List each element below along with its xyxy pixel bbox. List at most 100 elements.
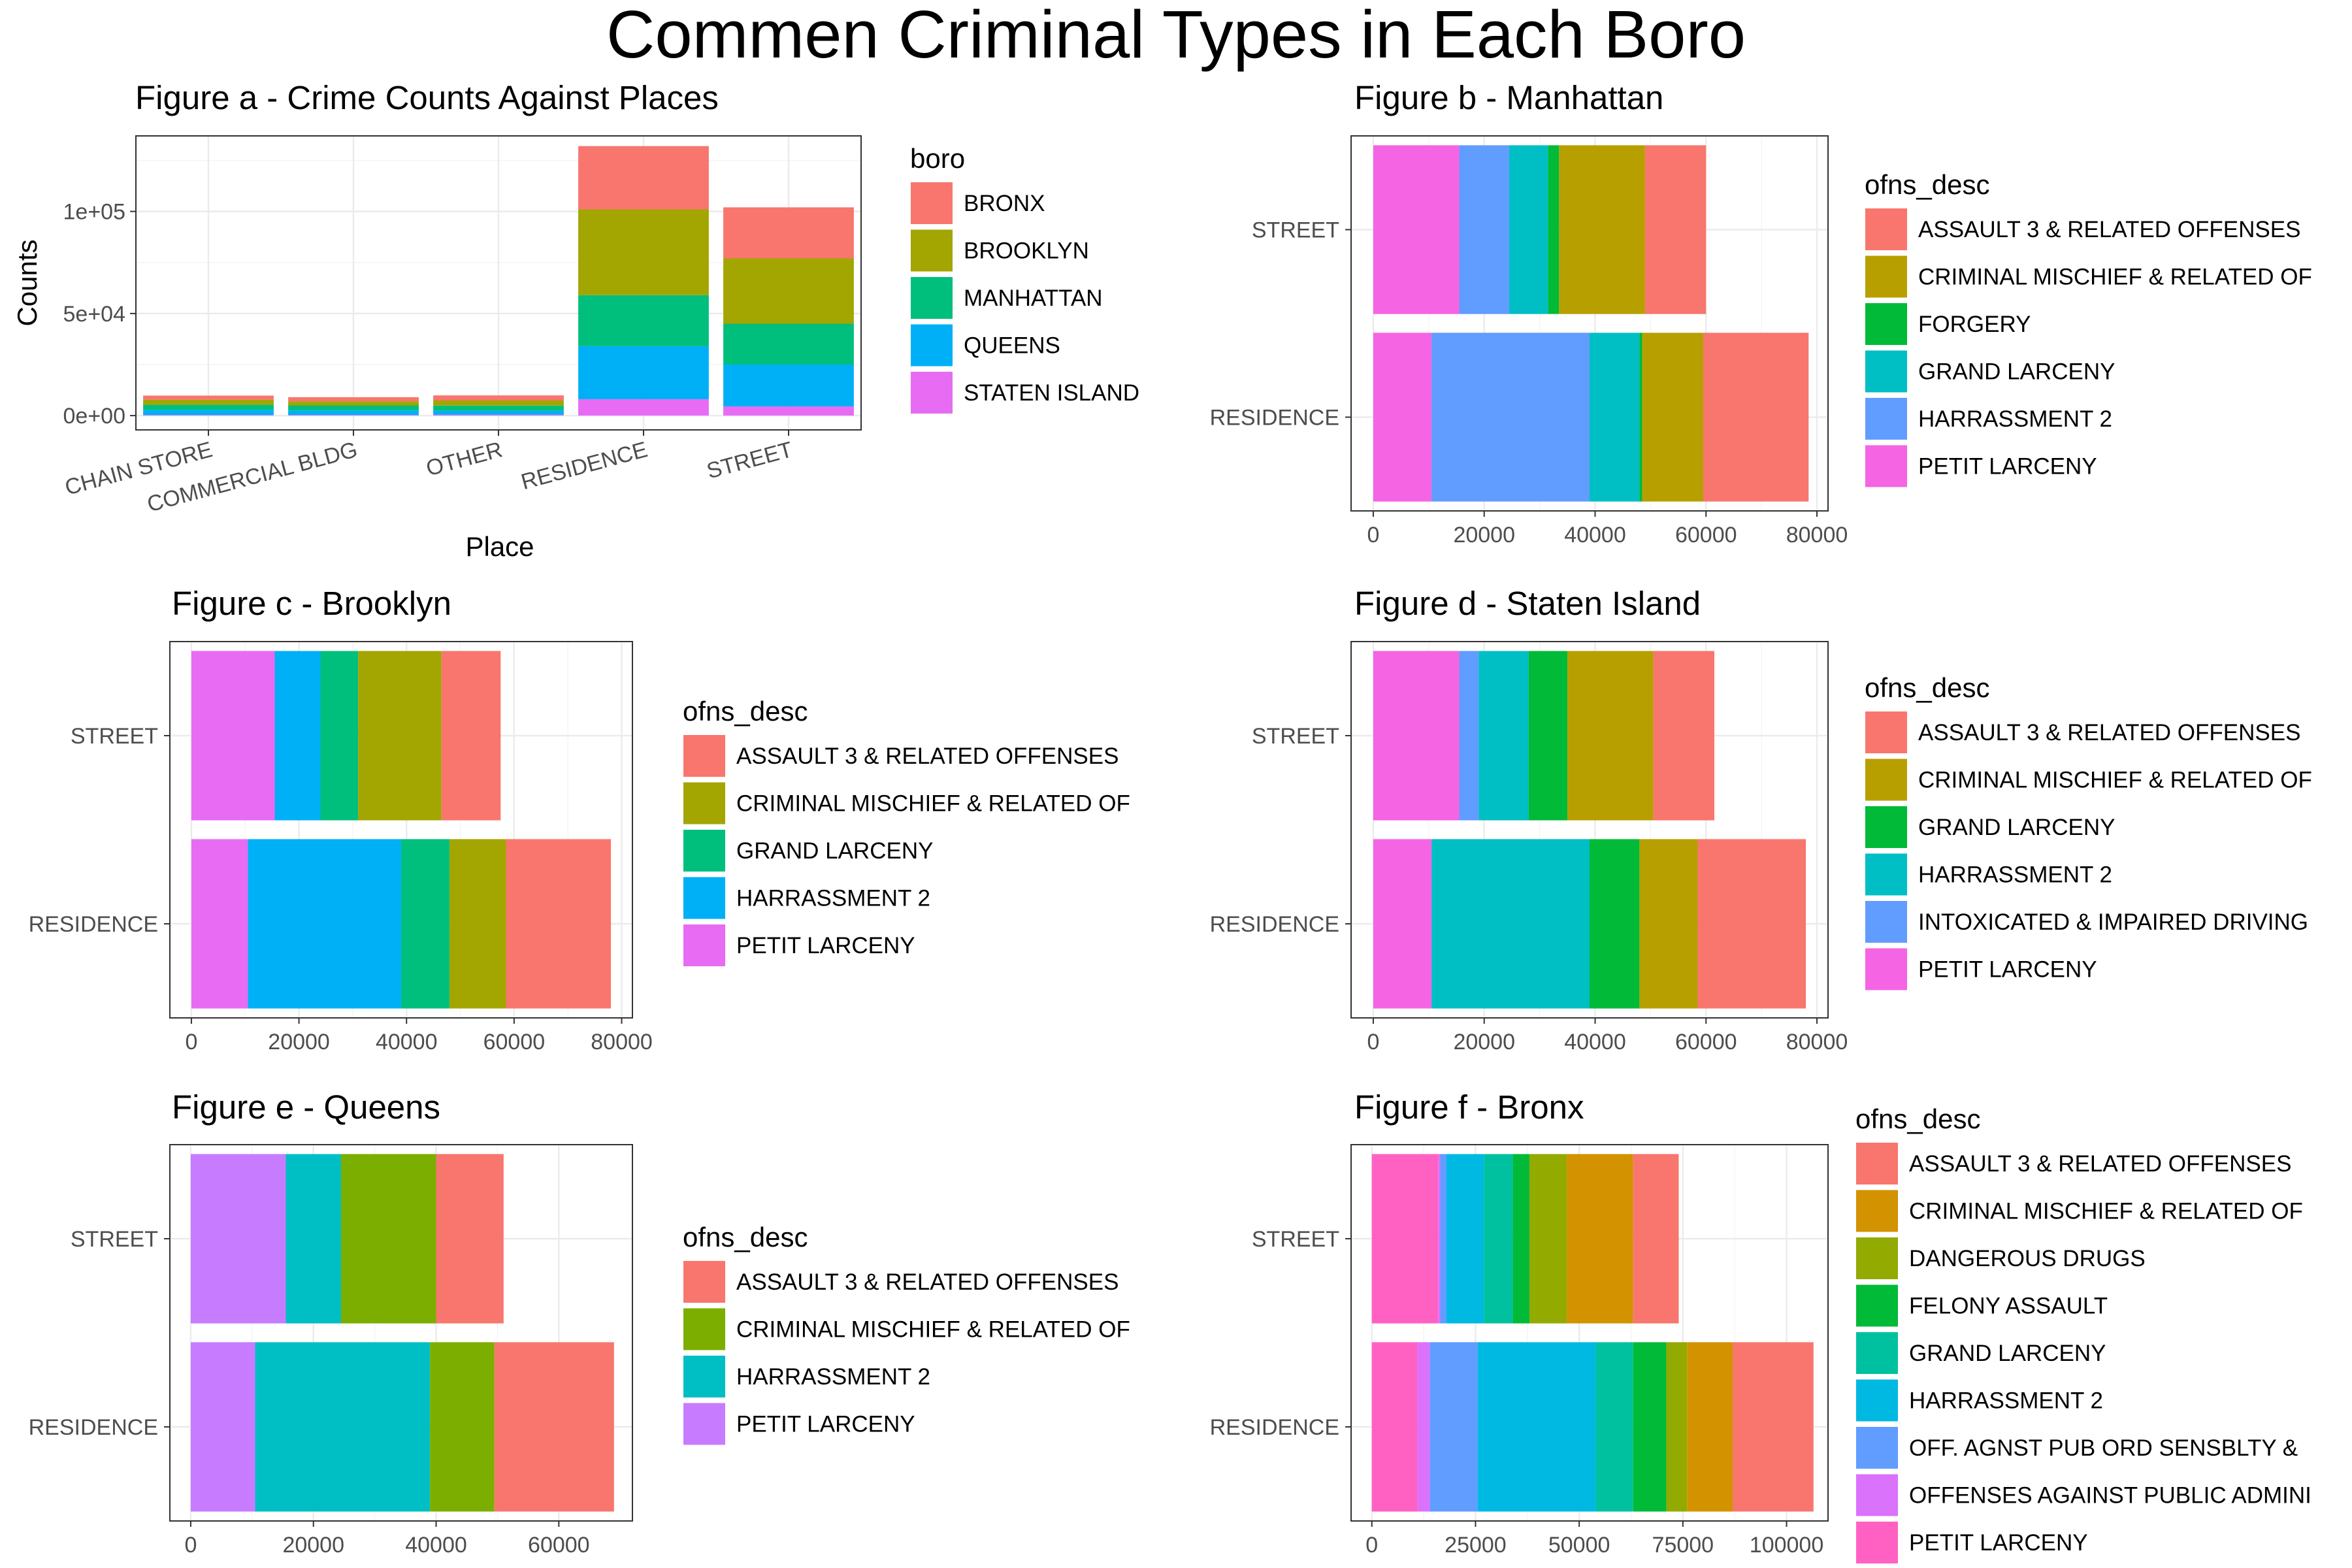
bar-harrassment-2-residence [1431,333,1590,502]
y-tick-label: RESIDENCE [1210,1415,1339,1440]
legend-key-offenses-against-public-admini [1855,1473,1899,1518]
legend-label: HARRASSMENT 2 [1909,1388,2103,1414]
legend-label: OFF. AGNST PUB ORD SENSBLTY & [1909,1435,2298,1461]
figure-title: Figure f - Bronx [1354,1088,1584,1126]
figure-b: Figure b - Manhattan STREET RESIDENCE 0 2000… [1210,79,2312,547]
plot-border [1350,641,1829,1019]
x-tick-label: 20000 [282,1533,344,1558]
y-tick-label: RESIDENCE [1210,406,1339,431]
bar-intoxicated-impaired-driving-street [1459,651,1479,821]
legend-label: DANGEROUS DRUGS [1909,1246,2146,1271]
legend-key-assault-3-related-offenses [1855,1141,1899,1186]
y-tick-label: 5e+04 [63,302,126,327]
legend-label: PETIT LARCENY [1918,454,2097,480]
legend-key-criminal-mischief-related-of [1864,757,1908,802]
bar-queens-chain-store [143,410,274,416]
figure-title: Figure d - Staten Island [1354,585,1701,622]
bar-assault-3-related-offenses-street [1633,1154,1679,1324]
legend-key-petit-larceny [682,1401,727,1446]
bar-dangerous-drugs-residence [1666,1342,1688,1512]
bar-criminal-mischief-related-of-street [340,1154,436,1324]
x-tick-label: 20000 [1453,1030,1515,1054]
legend-label: CRIMINAL MISCHIEF & RELATED OF [1918,265,2312,290]
bar-assault-3-related-offenses-street [436,1154,504,1324]
bar-criminal-mischief-related-of-residence [1687,1342,1733,1512]
y-tick-label: 0e+00 [63,404,126,429]
bar-assault-3-related-offenses-street [1653,651,1714,821]
bar-criminal-mischief-related-of-residence [1642,333,1704,502]
legend-key-brooklyn [909,228,954,273]
x-axis-title: Place [465,531,534,562]
x-tick-label: 20000 [1453,523,1515,547]
figure-title: Figure c - Brooklyn [172,585,451,622]
bar-manhattan-other [433,405,564,411]
legend-key-grand-larceny [1864,349,1908,394]
bar-harrassment-2-residence [1477,1342,1596,1512]
bar-criminal-mischief-related-of-residence [430,1342,495,1512]
bar-dangerous-drugs-street [1529,1154,1567,1324]
y-tick-label: STREET [71,1227,158,1252]
legend-key-criminal-mischief-related-of [682,781,727,826]
plot-border [169,1144,633,1522]
legend-label: BRONX [964,191,1045,216]
x-tick-label: 60000 [1675,1030,1737,1054]
y-tick-label: 1e+05 [63,200,126,225]
bar-brooklyn-residence [578,209,709,295]
bar-harrassment-2-residence [255,1342,431,1512]
legend-label: STATEN ISLAND [964,380,1139,406]
bar-petit-larceny-street [1373,145,1460,314]
plot-border [169,641,633,1019]
bar-offenses-against-public-admini-street [1438,1154,1441,1324]
legend-key-manhattan [909,276,954,320]
legend-key-staten-island [909,370,954,415]
bar-forgery-residence [1639,333,1642,502]
legend-key-assault-3-related-offenses [1864,710,1908,755]
bar-harrassment-2-street [1478,651,1529,821]
y-tick-label: STREET [1252,218,1339,243]
y-axis-title: Counts [12,239,42,326]
bar-assault-3-related-offenses-residence [494,1342,614,1512]
legend-key-harrassment-2 [682,1354,727,1399]
bar-criminal-mischief-related-of-street [1559,145,1645,314]
x-tick-label: 80000 [1786,523,1848,547]
legend-label: QUEENS [964,333,1060,359]
figure-f: Figure f - Bronx STREET RESIDENCE 0 25000 500… [1210,1088,2311,1565]
legend-title: ofns_desc [1865,672,1989,703]
bar-grand-larceny-street [320,651,359,821]
x-tick-label: 60000 [528,1533,590,1558]
legend-label: CRIMINAL MISCHIEF & RELATED OF [736,1317,1130,1343]
bar-petit-larceny-residence [191,839,248,1009]
bar-queens-commercial-bldg [288,410,419,416]
legend-key-harrassment-2 [1864,397,1908,441]
bar-offenses-against-public-admini-residence [1417,1342,1430,1512]
x-tick-label: 40000 [405,1533,467,1558]
legend-key-harrassment-2 [682,875,727,921]
bar-bronx-commercial-bldg [288,397,419,402]
x-tick-label: RESIDENCE [519,437,650,495]
bar-criminal-mischief-related-of-street [358,651,442,821]
legend-title: ofns_desc [683,1222,808,1252]
legend-label: ASSAULT 3 & RELATED OFFENSES [1909,1151,2291,1177]
y-tick-label: RESIDENCE [29,912,158,937]
x-tick-label: 0 [185,1030,197,1054]
bar-grand-larceny-residence [401,839,450,1009]
bar-petit-larceny-street [190,1154,286,1324]
bar-harrassment-2-residence [1431,839,1590,1009]
bar-petit-larceny-residence [1373,333,1432,502]
bar-staten-island-chain-store [143,415,274,416]
bar-petit-larceny-residence [190,1342,255,1512]
bar-grand-larceny-residence [1590,839,1640,1009]
legend-key-grand-larceny [1855,1331,1899,1375]
legend-label: ASSAULT 3 & RELATED OFFENSES [1918,217,2300,242]
x-tick-label: STREET [704,437,795,483]
y-tick-label: STREET [71,724,158,749]
legend-key-criminal-mischief-related-of [1855,1188,1899,1233]
bar-off-agnst-pub-ord-sensblty-residence [1429,1342,1478,1512]
legend-label: PETIT LARCENY [736,933,915,958]
legend-key-criminal-mischief-related-of [1864,254,1908,299]
bar-grand-larceny-residence [1590,333,1640,502]
y-tick-label: RESIDENCE [29,1415,158,1440]
figure-title: Figure e - Queens [172,1088,440,1126]
legend-label: HARRASSMENT 2 [1918,406,2112,432]
